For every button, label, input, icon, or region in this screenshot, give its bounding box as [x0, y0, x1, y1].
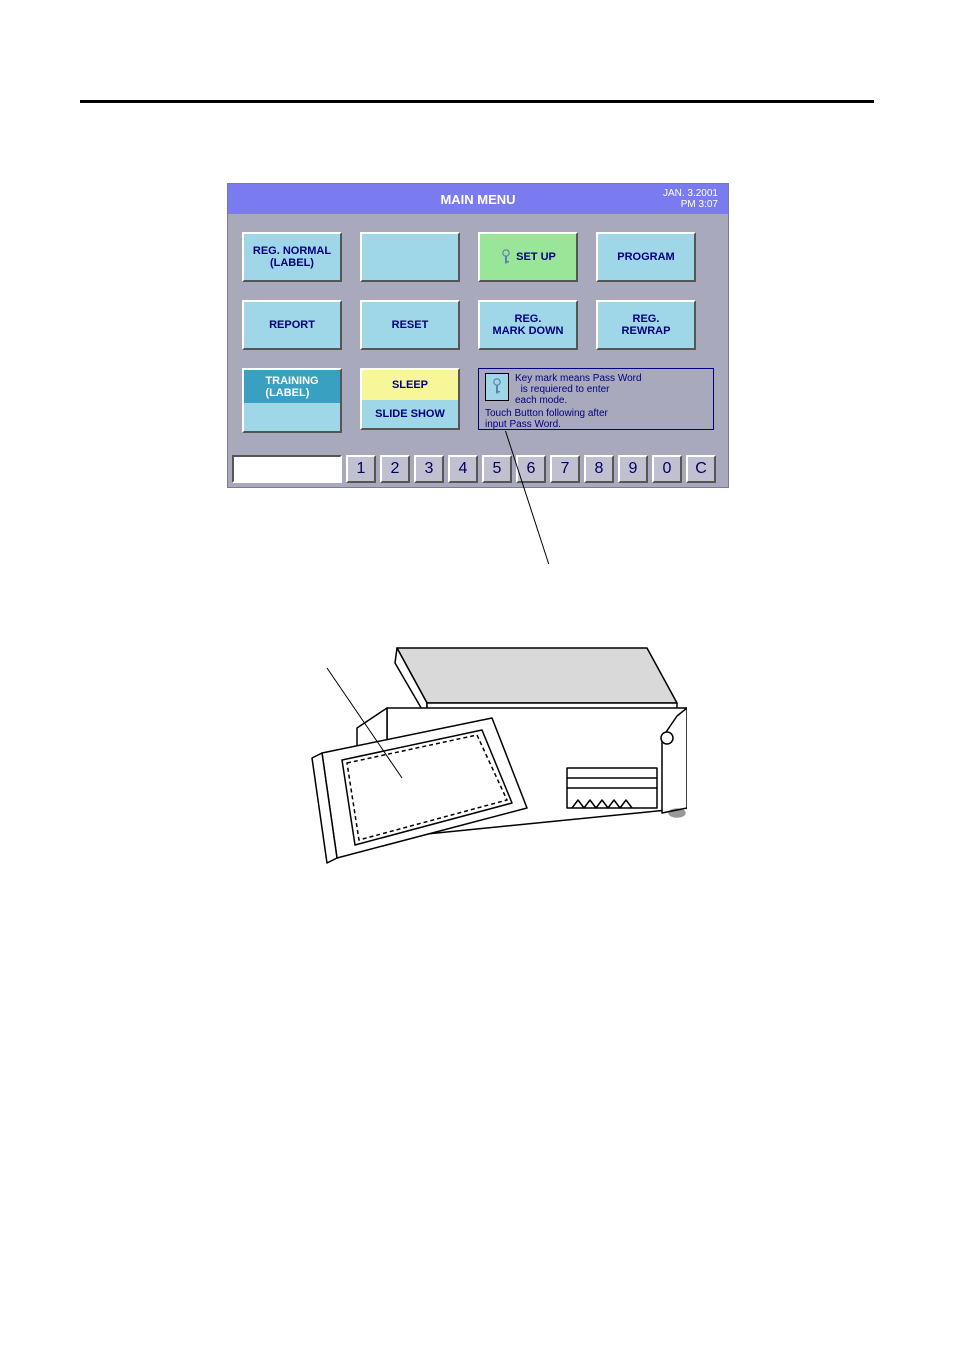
report-label: REPORT	[269, 319, 315, 331]
keypad-2[interactable]: 2	[380, 455, 410, 483]
keypad-6[interactable]: 6	[516, 455, 546, 483]
keypad-5[interactable]: 5	[482, 455, 512, 483]
main-menu-panel: MAIN MENU JAN. 3.2001 PM 3:07 REG. NORMA…	[227, 183, 729, 488]
reg-normal-label: REG. NORMAL (LABEL)	[253, 245, 331, 269]
info-key-icon	[485, 373, 509, 401]
keypad-8[interactable]: 8	[584, 455, 614, 483]
title-text: MAIN MENU	[228, 192, 728, 207]
horizontal-rule	[80, 100, 874, 103]
device-illustration	[267, 608, 687, 893]
training-button[interactable]: TRAINING (LABEL)	[242, 368, 342, 433]
keypad-1[interactable]: 1	[346, 455, 376, 483]
info-text-bottom: Touch Button following after input Pass …	[485, 408, 707, 430]
keypad-9[interactable]: 9	[618, 455, 648, 483]
reg-markdown-button[interactable]: REG. MARK DOWN	[478, 300, 578, 350]
sleep-slideshow-button[interactable]: SLEEP SLIDE SHOW	[360, 368, 460, 433]
keypad-row: 1 2 3 4 5 6 7 8 9 0 C	[228, 451, 728, 487]
reg-normal-button[interactable]: REG. NORMAL (LABEL)	[242, 232, 342, 282]
blank-button[interactable]	[360, 232, 460, 282]
reg-rewrap-button[interactable]: REG. REWRAP	[596, 300, 696, 350]
title-bar: MAIN MENU JAN. 3.2001 PM 3:07	[228, 184, 728, 214]
sleep-label: SLEEP	[392, 379, 428, 391]
keypad-0[interactable]: 0	[652, 455, 682, 483]
program-button[interactable]: PROGRAM	[596, 232, 696, 282]
keypad-c[interactable]: C	[686, 455, 716, 483]
program-label: PROGRAM	[617, 251, 674, 263]
keypad-display[interactable]	[232, 455, 342, 483]
title-datetime: JAN. 3.2001 PM 3:07	[663, 188, 718, 210]
reset-button[interactable]: RESET	[360, 300, 460, 350]
setup-label: SET UP	[516, 251, 556, 263]
keypad-4[interactable]: 4	[448, 455, 478, 483]
info-box: Key mark means Pass Word is requiered to…	[478, 368, 714, 430]
reg-markdown-label: REG. MARK DOWN	[493, 313, 564, 337]
setup-button[interactable]: SET UP	[478, 232, 578, 282]
reset-label: RESET	[392, 319, 429, 331]
slideshow-label: SLIDE SHOW	[375, 408, 445, 420]
report-button[interactable]: REPORT	[242, 300, 342, 350]
keypad-7[interactable]: 7	[550, 455, 580, 483]
key-icon	[500, 249, 512, 265]
info-text-top: Key mark means Pass Word is requiered to…	[515, 373, 642, 406]
reg-rewrap-label: REG. REWRAP	[622, 313, 671, 337]
keypad-3[interactable]: 3	[414, 455, 444, 483]
training-label: TRAINING (LABEL)	[265, 375, 318, 399]
